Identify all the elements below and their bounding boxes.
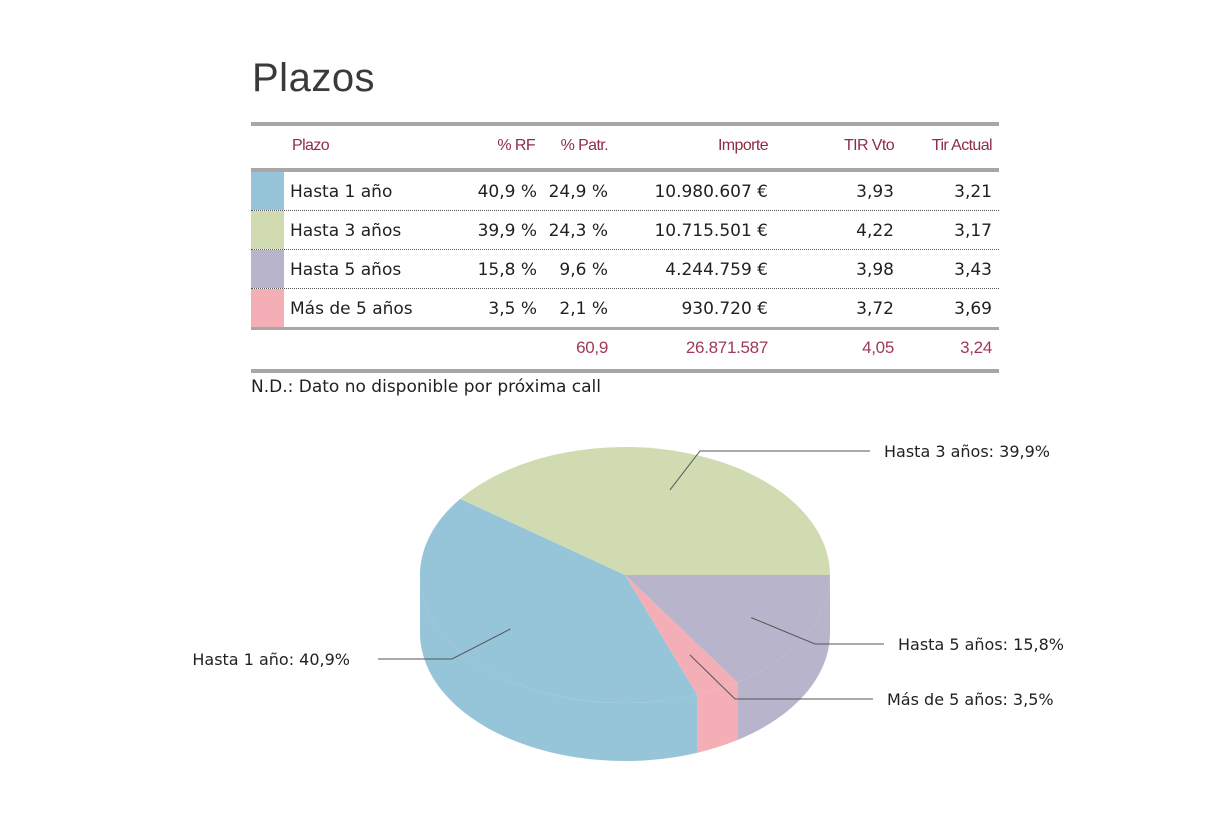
- header-rf: % RF: [497, 137, 535, 154]
- leader-line-1: [669, 450, 870, 491]
- header-plazo: Plazo: [292, 137, 330, 154]
- table-top-rule: [251, 122, 999, 126]
- slice-label: Hasta 5 años: 15,8%: [898, 635, 1064, 654]
- color-swatch: [251, 250, 284, 288]
- cell-tir-vto: 4,22: [856, 221, 894, 241]
- cell-patr: 2,1 %: [559, 299, 608, 319]
- table-row: Hasta 3 años 39,9 % 24,3 % 10.715.501 € 4,22…: [251, 211, 999, 250]
- page-title: Plazos: [252, 56, 376, 100]
- pie-slice-2: [625, 575, 830, 683]
- cell-rf: 40,9 %: [477, 182, 537, 202]
- cell-plazo: Hasta 5 años: [290, 260, 402, 280]
- slice-label: Más de 5 años: 3,5%: [887, 690, 1054, 709]
- total-tir-vto: 4,05: [862, 338, 894, 357]
- cell-patr: 9,6 %: [559, 260, 608, 280]
- table-totals-rule: [251, 327, 999, 330]
- total-patr: 60,9: [576, 338, 608, 357]
- color-swatch: [251, 172, 284, 210]
- cell-rf: 39,9 %: [477, 221, 537, 241]
- cell-importe: 10.980.607 €: [654, 182, 768, 202]
- cell-importe: 10.715.501 €: [654, 221, 768, 241]
- cell-rf: 3,5 %: [488, 299, 537, 319]
- table-row: Más de 5 años 3,5 % 2,1 % 930.720 € 3,72 3,69: [251, 289, 999, 327]
- cell-rf: 15,8 %: [477, 260, 537, 280]
- table-row: Hasta 1 año 40,9 % 24,9 % 10.980.607 € 3,93 3…: [251, 172, 999, 211]
- table-totals-row: 60,9 26.871.587 4,05 3,24: [251, 330, 999, 369]
- total-tir-actual: 3,24: [960, 338, 992, 357]
- header-tir-vto: TIR Vto: [843, 137, 895, 154]
- cell-tir-actual: 3,21: [954, 182, 992, 202]
- cell-tir-actual: 3,43: [954, 260, 992, 280]
- color-swatch: [251, 289, 284, 327]
- leader-line-2: [751, 617, 884, 645]
- cell-tir-actual: 3,69: [954, 299, 992, 319]
- footnote: N.D.: Dato no disponible por próxima cal…: [251, 377, 601, 397]
- cell-plazo: Más de 5 años: [290, 299, 413, 319]
- cell-tir-vto: 3,72: [856, 299, 894, 319]
- leader-line-3: [689, 654, 873, 700]
- cell-plazo: Hasta 3 años: [290, 221, 402, 241]
- header-patr: % Patr.: [560, 137, 609, 154]
- cell-tir-actual: 3,17: [954, 221, 992, 241]
- cell-tir-vto: 3,98: [856, 260, 894, 280]
- header-tir-actual: Tir Actual: [931, 137, 993, 154]
- table-header: Plazo % RF % Patr. Importe TIR Vto Tir A…: [251, 126, 999, 168]
- cell-patr: 24,9 %: [548, 182, 608, 202]
- cell-patr: 24,3 %: [548, 221, 608, 241]
- table-row: Hasta 5 años 15,8 % 9,6 % 4.244.759 € 3,98 3,…: [251, 250, 999, 289]
- cell-tir-vto: 3,93: [856, 182, 894, 202]
- cell-plazo: Hasta 1 año: [290, 182, 393, 202]
- slice-label: Hasta 3 años: 39,9%: [884, 442, 1050, 461]
- header-importe: Importe: [717, 137, 769, 154]
- color-swatch: [251, 211, 284, 249]
- pie-slice-3: [625, 575, 738, 695]
- pie-slice-0: [420, 498, 698, 703]
- pie-slice-1: [460, 447, 830, 575]
- cell-importe: 4.244.759 €: [665, 260, 768, 280]
- plazos-table: Plazo % RF % Patr. Importe TIR Vto Tir A…: [251, 122, 999, 373]
- slice-label: Hasta 1 año: 40,9%: [192, 650, 350, 669]
- cell-importe: 930.720 €: [681, 299, 768, 319]
- leader-line-0: [378, 628, 511, 660]
- total-importe: 26.871.587: [685, 338, 768, 357]
- pie-side-0: [420, 575, 698, 761]
- table-header-rule: [251, 168, 999, 172]
- pie-side-3: [697, 682, 738, 753]
- table-bottom-rule: [251, 369, 999, 373]
